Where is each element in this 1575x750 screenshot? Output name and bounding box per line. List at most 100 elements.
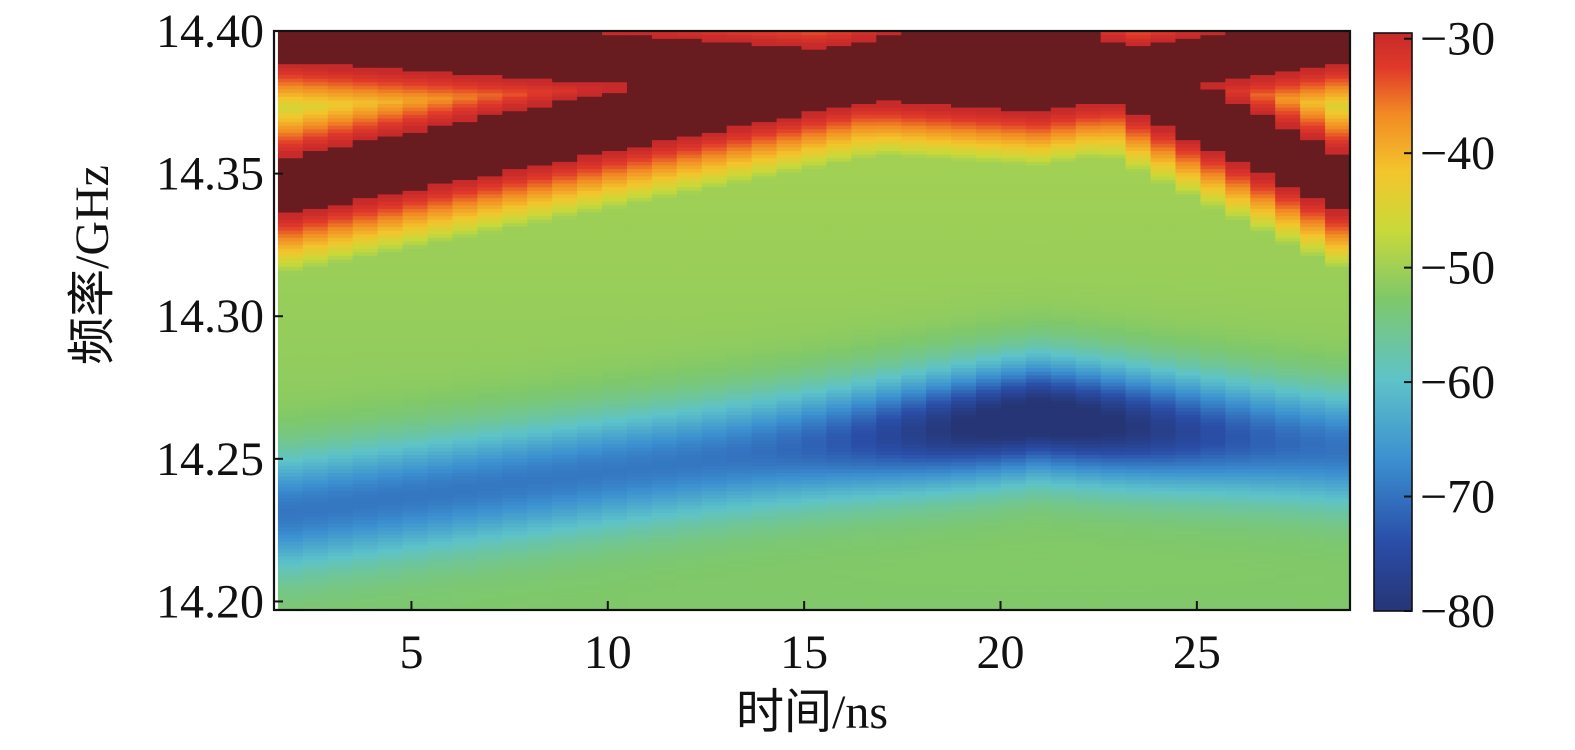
heatmap-cell <box>701 139 728 144</box>
heatmap-cell <box>502 96 528 101</box>
heatmap-cell <box>926 103 952 108</box>
heatmap-cell <box>976 287 1002 293</box>
heatmap-cell <box>427 581 454 586</box>
heatmap-cell <box>1050 526 1077 531</box>
heatmap-cell <box>327 186 354 191</box>
heatmap-cell <box>1000 534 1027 539</box>
heatmap-cell <box>751 38 778 43</box>
heatmap-cell <box>477 382 503 387</box>
heatmap-cell <box>726 78 753 83</box>
heatmap-cell <box>826 472 852 477</box>
heatmap-cell <box>851 602 877 607</box>
heatmap-cell <box>826 530 852 535</box>
heatmap-cell <box>876 327 902 332</box>
heatmap-cell <box>452 555 478 560</box>
heatmap-cell <box>901 555 927 560</box>
heatmap-cell <box>502 67 528 72</box>
heatmap-cell <box>676 530 703 535</box>
heatmap-cell <box>626 468 653 474</box>
heatmap-cell <box>327 432 354 437</box>
heatmap-cell <box>726 175 753 180</box>
heatmap-cell <box>726 211 753 217</box>
heatmap-cell <box>1000 204 1027 209</box>
heatmap-cell <box>976 414 1002 419</box>
heatmap-cell <box>976 306 1002 311</box>
heatmap-cell <box>402 63 429 68</box>
heatmap-cell <box>302 49 329 54</box>
heatmap-cell <box>452 595 478 600</box>
heatmap-cell <box>776 432 803 437</box>
heatmap-cell <box>502 230 528 235</box>
heatmap-cell <box>826 287 852 293</box>
heatmap-cell <box>926 450 952 455</box>
heatmap-cell <box>676 606 703 610</box>
heatmap-cell <box>776 476 803 481</box>
heatmap-cell <box>926 190 952 195</box>
heatmap-cell <box>826 479 852 484</box>
heatmap-cell <box>926 266 952 271</box>
heatmap-cell <box>926 497 952 503</box>
heatmap-cell <box>577 125 603 130</box>
heatmap-cell <box>477 599 503 604</box>
heatmap-cell <box>851 345 877 351</box>
heatmap-cell <box>626 85 653 90</box>
heatmap-cell <box>577 334 603 340</box>
heatmap-cell <box>951 56 977 61</box>
heatmap-cell <box>776 302 803 307</box>
heatmap-cell <box>302 168 329 173</box>
heatmap-cell <box>951 439 977 445</box>
heatmap-cell <box>452 591 478 597</box>
heatmap-cell <box>676 182 703 188</box>
heatmap-cell <box>676 125 703 130</box>
heatmap-cell <box>527 392 553 398</box>
heatmap-cell <box>577 190 603 195</box>
heatmap-cell <box>926 584 952 589</box>
heatmap-cell <box>826 497 852 503</box>
heatmap-cell <box>502 483 528 488</box>
heatmap-cell <box>552 392 578 398</box>
heatmap-cell <box>1000 34 1027 39</box>
heatmap-cell <box>1000 287 1027 293</box>
heatmap-cell <box>726 313 753 318</box>
heatmap-cell <box>577 117 603 123</box>
heatmap-cell <box>951 454 977 459</box>
heatmap-cell <box>651 497 678 503</box>
heatmap-cell <box>851 70 877 76</box>
heatmap-cell <box>352 38 379 43</box>
heatmap-cell <box>452 450 478 455</box>
heatmap-cell <box>1050 505 1077 510</box>
heatmap-cell <box>302 555 329 560</box>
heatmap-cell <box>626 306 653 311</box>
heatmap-cell <box>452 316 478 322</box>
heatmap-cell <box>602 106 628 112</box>
heatmap-cell <box>701 443 728 448</box>
heatmap-cell <box>602 371 628 376</box>
heatmap-cell <box>477 182 503 188</box>
heatmap-cell <box>277 461 304 466</box>
heatmap-cell <box>776 378 803 383</box>
heatmap-cell <box>876 179 902 184</box>
heatmap-cell <box>552 382 578 387</box>
heatmap-cell <box>327 425 354 430</box>
heatmap-cell <box>452 266 478 271</box>
heatmap-cell <box>477 566 503 571</box>
heatmap-cell <box>751 382 778 387</box>
heatmap-cell <box>427 219 454 224</box>
heatmap-cell <box>1000 266 1027 271</box>
heatmap-cell <box>626 45 653 50</box>
heatmap-cell <box>477 324 503 329</box>
heatmap-cell <box>427 548 454 553</box>
heatmap-cell <box>726 31 753 36</box>
heatmap-cell <box>976 179 1002 184</box>
heatmap-cell <box>352 168 379 173</box>
heatmap-cell <box>976 150 1002 155</box>
heatmap-cell <box>926 121 952 126</box>
heatmap-cell <box>527 219 553 224</box>
heatmap-cell <box>402 356 429 361</box>
heatmap-cell <box>976 143 1002 148</box>
heatmap-cell <box>676 363 703 369</box>
heatmap-cell <box>626 396 653 401</box>
heatmap-cell <box>477 443 503 448</box>
heatmap-cell <box>602 132 628 137</box>
heatmap-cell <box>926 135 952 141</box>
